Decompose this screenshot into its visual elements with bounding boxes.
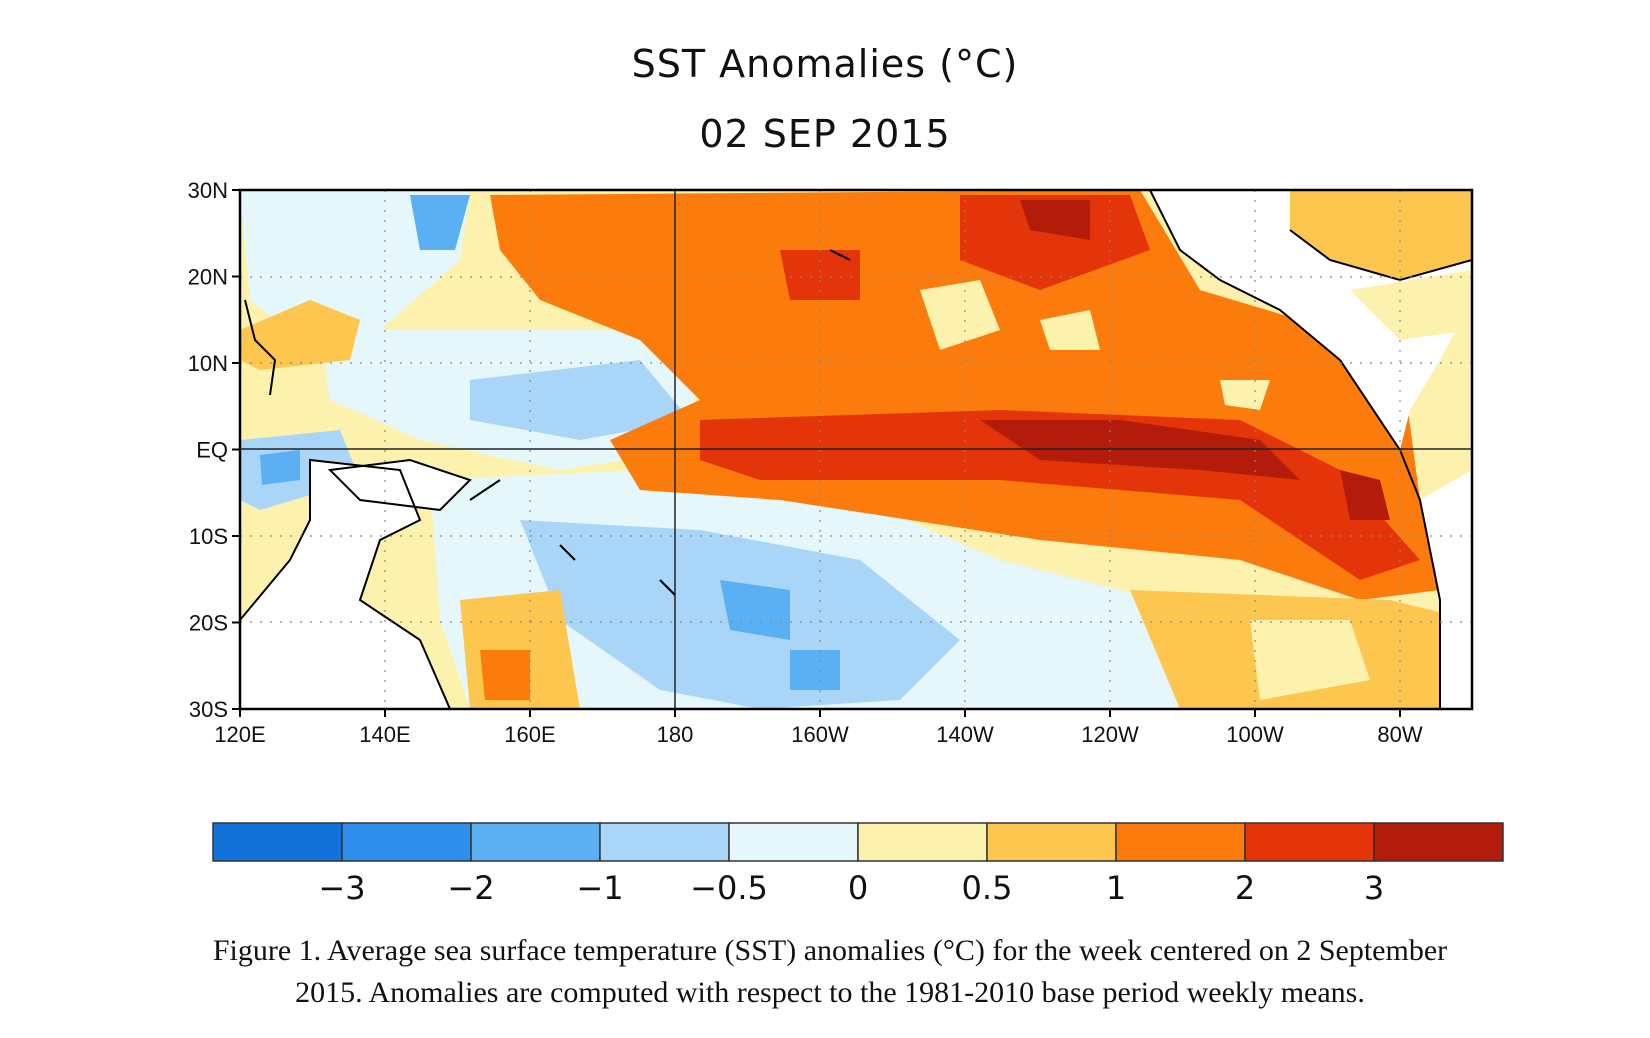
lat-tick-label: 20N [188, 265, 228, 290]
colorbar-swatch [857, 822, 988, 862]
lat-tick-label: EQ [196, 438, 228, 463]
lat-tick-label: 20S [189, 611, 228, 636]
lon-axis: 120E 140E 160E 180 160W 140W 120W 100W 80W [214, 709, 1423, 747]
lat-tick-label: 30N [188, 178, 228, 203]
colorbar-swatch [599, 822, 730, 862]
caption-line-2: 2015. Anomalies are computed with respec… [295, 976, 1365, 1009]
colorbar-label: −0.5 [690, 869, 768, 900]
lon-tick-label: 100W [1226, 722, 1284, 747]
lon-tick-label: 120E [214, 722, 265, 747]
lon-tick-label: 160E [504, 722, 555, 747]
lat-tick-label: 10S [189, 524, 228, 549]
lat-tick-label: 30S [189, 697, 228, 722]
map-figure: 30N 20N 10N EQ 10S 20S 30S 120E 140E 160E 180 160W… [188, 178, 1504, 907]
lon-tick-label: 160W [791, 722, 849, 747]
colorbar-label: −2 [447, 869, 494, 900]
colorbar-swatch [1244, 822, 1375, 862]
figure-caption: Figure 1. Average sea surface temperatur… [40, 930, 1620, 1014]
caption-line-1: Figure 1. Average sea surface temperatur… [212, 934, 1448, 967]
lat-axis: 30N 20N 10N EQ 10S 20S 30S [188, 178, 240, 722]
colorbar-swatch [470, 822, 601, 862]
colorbar-swatch [986, 822, 1117, 862]
lon-tick-label: 140E [359, 722, 410, 747]
colorbar: −3 −2 −1 −0.5 0 0.5 1 2 3 [212, 822, 1504, 907]
colorbar-label: 3 [1364, 869, 1384, 900]
colorbar-swatch [1373, 822, 1504, 862]
colorbar-swatch [212, 822, 343, 862]
lon-tick-label: 80W [1377, 722, 1422, 747]
chart-title: SST Anomalies (°C) [631, 42, 1019, 86]
colorbar-label: 2 [1235, 869, 1255, 900]
lon-tick-label: 140W [936, 722, 994, 747]
colorbar-swatch [1115, 822, 1246, 862]
colorbar-label: −3 [318, 869, 365, 900]
sst-map-svg: 30N 20N 10N EQ 10S 20S 30S 120E 140E 160E 180 160W… [188, 178, 1504, 907]
lon-tick-label: 180 [657, 722, 694, 747]
coastlines [240, 190, 1472, 709]
lon-tick-label: 120W [1081, 722, 1139, 747]
colorbar-swatch [728, 822, 859, 862]
lat-tick-label: 10N [188, 351, 228, 376]
colorbar-label: 0 [848, 869, 868, 900]
colorbar-label: 1 [1106, 869, 1126, 900]
chart-subtitle: 02 SEP 2015 [699, 112, 951, 156]
colorbar-label: −1 [576, 869, 623, 900]
colorbar-label: 0.5 [962, 869, 1013, 900]
colorbar-swatch [341, 822, 472, 862]
